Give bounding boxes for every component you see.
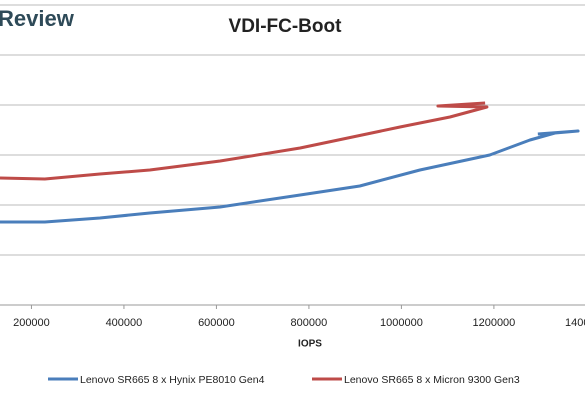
x-axis-label: IOPS <box>298 339 322 350</box>
series-line <box>0 101 489 181</box>
chart-title: VDI-FC-Boot <box>229 16 343 37</box>
brand: Review <box>0 6 75 31</box>
x-tick-label: 600000 <box>198 317 235 329</box>
legend-label: Lenovo SR665 8 x Hynix PE8010 Gen4 <box>80 374 265 386</box>
x-tick-label: 1200000 <box>472 317 515 329</box>
series-line <box>0 129 580 224</box>
x-tick-label: 800000 <box>291 317 328 329</box>
x-tick-label: 1000000 <box>380 317 423 329</box>
x-tick-label: 400000 <box>106 317 143 329</box>
legend-label: Lenovo SR665 8 x Micron 9300 Gen3 <box>344 374 520 386</box>
x-tick-label: 200000 <box>13 317 50 329</box>
x-tick-label: 1400000 <box>565 317 585 329</box>
